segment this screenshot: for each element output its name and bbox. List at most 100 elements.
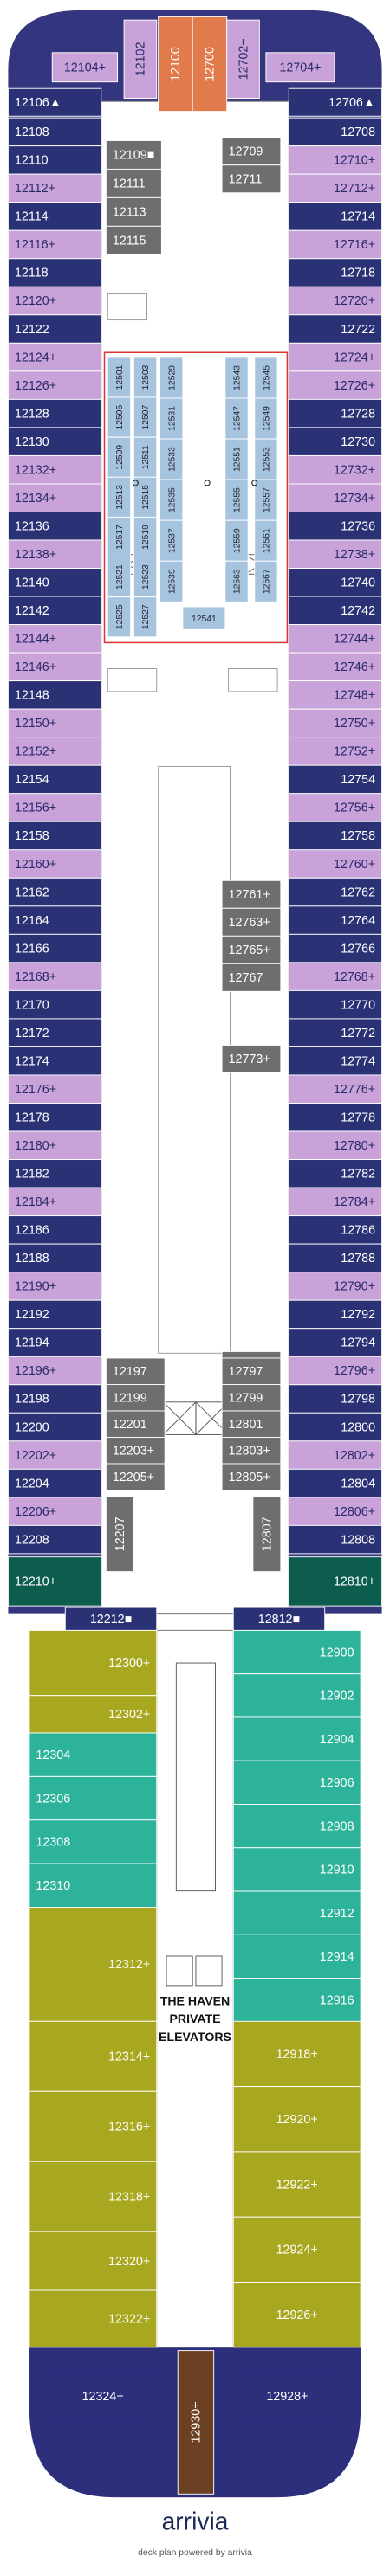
cabin-label: 12810+ bbox=[334, 1575, 375, 1589]
cabin bbox=[192, 16, 228, 113]
cabin-label: 12930+ bbox=[190, 2401, 204, 2443]
cabin-label: 12206+ bbox=[15, 1505, 56, 1519]
elevator bbox=[166, 1955, 193, 1987]
cabin bbox=[288, 173, 383, 203]
cabin bbox=[221, 1436, 282, 1465]
cabin bbox=[7, 1356, 102, 1386]
cabin-label: 12557 bbox=[263, 487, 272, 512]
cabin-label: 12774 bbox=[341, 1054, 375, 1068]
cabin-label: 12708 bbox=[341, 126, 375, 139]
cabin-label: 12205+ bbox=[113, 1471, 154, 1484]
cabin bbox=[105, 168, 162, 198]
cabin bbox=[7, 370, 102, 400]
cabin-label: 12792 bbox=[341, 1308, 375, 1322]
cabin bbox=[288, 1187, 383, 1217]
cabin-label: 12559 bbox=[233, 528, 243, 553]
cabin bbox=[224, 479, 249, 521]
cabin bbox=[288, 989, 383, 1020]
cabin-label: 12310 bbox=[36, 1879, 70, 1893]
cabin-label: 12207 bbox=[114, 1517, 127, 1551]
cabin-label: 12718 bbox=[341, 267, 375, 280]
cabin-label: 12152+ bbox=[15, 745, 56, 759]
cabin bbox=[7, 511, 102, 541]
cabin-label: 12714 bbox=[341, 210, 375, 224]
cabin-label: 12100 bbox=[169, 47, 183, 81]
cabin-label: 12711 bbox=[229, 172, 263, 186]
cabin bbox=[288, 145, 383, 175]
cabin-label: 12797 bbox=[229, 1365, 263, 1379]
cabin-label: 12501 bbox=[115, 364, 125, 390]
cabin-label: 12314+ bbox=[108, 2050, 150, 2064]
elevator bbox=[195, 1955, 223, 1987]
cabin-label: 12794 bbox=[341, 1336, 375, 1350]
cabin-label: 12324+ bbox=[82, 2390, 124, 2404]
cabin-label: 12796+ bbox=[334, 1364, 375, 1378]
cabin bbox=[177, 2350, 215, 2495]
cabin-label: 12920+ bbox=[276, 2113, 318, 2127]
cabin-label: 12132+ bbox=[15, 463, 56, 477]
cabin-label: 12563 bbox=[233, 569, 243, 594]
cabin-label: 12182 bbox=[15, 1168, 49, 1182]
cabin-label: 12778 bbox=[341, 1111, 375, 1124]
cabin-label: 12918+ bbox=[276, 2048, 318, 2062]
cabin-label: 12525 bbox=[115, 604, 125, 629]
cabin-label: 12704+ bbox=[279, 61, 321, 74]
cabin-label: 12136 bbox=[15, 519, 49, 533]
cabin-label: 12140 bbox=[15, 576, 49, 590]
cabin bbox=[232, 2151, 361, 2218]
cabin bbox=[107, 476, 132, 518]
cabin-label: 12808 bbox=[341, 1533, 375, 1547]
cabin-label: 12130 bbox=[15, 435, 49, 449]
cabin-label: 12555 bbox=[233, 487, 243, 512]
cabin bbox=[232, 1607, 326, 1631]
cabin-label: 12306 bbox=[36, 1792, 70, 1806]
cabin-label: 12761+ bbox=[229, 888, 270, 902]
cabin-label: 12111 bbox=[113, 177, 146, 191]
cabin bbox=[232, 1716, 361, 1761]
cabin-label: 12551 bbox=[233, 447, 243, 472]
cabin-label: 12567 bbox=[263, 569, 272, 594]
cabin bbox=[288, 87, 383, 117]
cabin bbox=[232, 1804, 361, 1849]
cabin-label: 12561 bbox=[263, 528, 272, 553]
cabin-label: 12928+ bbox=[266, 2390, 308, 2404]
cabin bbox=[105, 1496, 134, 1573]
cabin-label: 12922+ bbox=[276, 2178, 318, 2192]
cabin-label: 12906 bbox=[320, 1776, 354, 1790]
cabin-label: 12523 bbox=[141, 564, 151, 589]
cabin-label: 12176+ bbox=[15, 1083, 56, 1097]
cabin bbox=[159, 479, 184, 521]
cabin-label: 12203+ bbox=[113, 1444, 154, 1458]
cabin bbox=[232, 1847, 361, 1892]
cabin bbox=[288, 933, 383, 963]
cabin-label: 12190+ bbox=[15, 1280, 56, 1294]
cabin-label: 12762 bbox=[341, 886, 375, 899]
cabin-label: 12752+ bbox=[334, 745, 375, 759]
cabin bbox=[288, 1556, 383, 1607]
cabin-label: 12728 bbox=[341, 407, 375, 421]
cabin-label: 12146+ bbox=[15, 660, 56, 674]
cabin bbox=[7, 1159, 102, 1188]
cabin bbox=[252, 1496, 282, 1573]
cabin bbox=[254, 438, 278, 480]
cabin bbox=[7, 1018, 102, 1047]
cabin-label: 12750+ bbox=[334, 717, 375, 731]
cabin bbox=[224, 519, 249, 562]
cabin-label: 12760+ bbox=[334, 858, 375, 872]
cabin-label: 12519 bbox=[141, 525, 151, 550]
cabin-label: 12199 bbox=[113, 1391, 147, 1405]
cabin bbox=[232, 1673, 361, 1718]
cabin-label: 12160+ bbox=[15, 858, 56, 872]
cabin-label: 12748+ bbox=[334, 689, 375, 703]
cabin bbox=[288, 849, 383, 879]
cabin bbox=[221, 963, 282, 992]
cabin bbox=[7, 1440, 102, 1470]
cabin-label: 12765+ bbox=[229, 943, 270, 957]
cabin-label: 12300+ bbox=[108, 1657, 150, 1671]
cabin-label: 12800 bbox=[341, 1420, 375, 1434]
cabin bbox=[288, 398, 383, 428]
cabin bbox=[107, 557, 132, 598]
cabin bbox=[49, 2371, 158, 2422]
cabin-label: 12784+ bbox=[334, 1195, 375, 1209]
cabin bbox=[288, 1299, 383, 1330]
